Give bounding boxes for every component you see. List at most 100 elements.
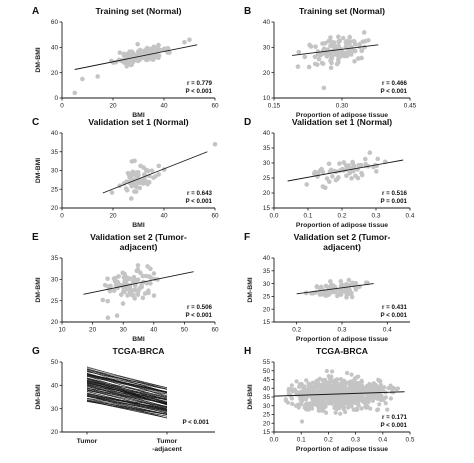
regression-line xyxy=(102,151,208,194)
data-point xyxy=(333,410,338,415)
panel-letter: B xyxy=(244,6,251,17)
data-point xyxy=(128,196,134,201)
data-point xyxy=(367,386,373,391)
x-tick-label: 0.2 xyxy=(292,327,301,334)
data-point xyxy=(117,50,123,55)
data-point xyxy=(125,60,131,66)
data-point xyxy=(324,368,329,374)
x-tick-label: 0 xyxy=(60,213,64,220)
panel-title: adjacent) xyxy=(120,242,158,252)
data-point xyxy=(381,397,386,402)
data-point xyxy=(347,170,352,176)
data-point xyxy=(312,400,318,405)
data-point xyxy=(151,293,157,298)
y-tick-label: 25 xyxy=(51,186,59,193)
y-tick-label: 25 xyxy=(263,294,271,301)
data-point xyxy=(132,189,137,194)
panel-title: TCGA-BRCA xyxy=(316,346,368,356)
data-point xyxy=(145,288,151,293)
data-point xyxy=(322,41,328,46)
data-point xyxy=(324,386,330,392)
data-point xyxy=(288,387,293,392)
data-point xyxy=(305,393,311,398)
data-point xyxy=(323,283,329,289)
data-point xyxy=(314,381,319,386)
data-point xyxy=(151,175,156,181)
p-value: P < 0.001 xyxy=(182,419,209,426)
data-point xyxy=(332,404,337,410)
data-point xyxy=(346,277,352,283)
regression-line xyxy=(273,391,405,397)
data-point xyxy=(297,394,302,399)
x-tick-label: 0.1 xyxy=(304,213,313,220)
data-point xyxy=(344,292,350,298)
pair-line xyxy=(86,388,168,408)
data-point xyxy=(145,48,150,54)
y-tick-label: 40 xyxy=(51,383,59,390)
data-point xyxy=(361,394,366,399)
p-value: P < 0.001 xyxy=(185,88,212,95)
x-axis-label: Proportion of adipose tissue xyxy=(296,446,388,453)
y-tick-label: 0 xyxy=(54,95,58,102)
y-tick-label: 50 xyxy=(51,359,59,366)
data-point xyxy=(295,64,301,69)
data-point xyxy=(145,264,150,269)
data-point xyxy=(359,48,365,54)
data-point xyxy=(359,406,364,411)
panel-letter: D xyxy=(244,117,251,128)
data-point xyxy=(212,141,218,147)
data-point xyxy=(383,401,388,406)
x-axis-label: Proportion of adipose tissue xyxy=(296,336,388,343)
regression-line xyxy=(292,44,379,56)
data-point xyxy=(377,402,382,407)
data-point xyxy=(156,163,162,169)
data-point xyxy=(137,185,143,191)
data-point xyxy=(331,40,337,45)
panel-letter: F xyxy=(244,232,250,243)
x-tick-label: 0.4 xyxy=(383,327,392,334)
x-tick-label: 0.45 xyxy=(404,103,417,110)
data-point xyxy=(352,400,358,405)
data-point xyxy=(312,169,318,175)
data-point xyxy=(332,284,338,290)
data-point xyxy=(366,399,371,405)
y-tick-label: 30 xyxy=(263,160,271,167)
data-point xyxy=(326,292,331,298)
y-tick-label: 45 xyxy=(263,377,271,384)
data-point xyxy=(140,181,146,186)
data-point xyxy=(302,384,307,389)
r-value: r = 0.466 xyxy=(382,80,408,87)
data-point xyxy=(338,411,343,416)
data-point xyxy=(323,377,328,382)
data-point xyxy=(319,382,325,387)
pair-line xyxy=(86,384,168,410)
data-point xyxy=(352,58,357,64)
data-point xyxy=(154,54,160,59)
data-point xyxy=(364,387,369,392)
x-tick-label: 0.15 xyxy=(268,103,281,110)
r-value: r = 0.779 xyxy=(187,80,213,87)
y-tick-label: 55 xyxy=(263,359,271,366)
y-tick-label: 35 xyxy=(51,255,59,262)
data-point xyxy=(148,275,154,281)
data-point xyxy=(365,394,371,399)
data-point xyxy=(298,402,303,407)
panel-letter: C xyxy=(32,117,39,128)
x-tick-label: 0.4 xyxy=(406,213,415,220)
data-point xyxy=(348,402,353,407)
data-point xyxy=(129,159,135,164)
x-tick-label: 0.2 xyxy=(324,437,333,444)
data-point xyxy=(344,173,349,179)
data-point xyxy=(140,273,146,279)
data-point xyxy=(347,393,352,398)
data-point xyxy=(328,35,333,40)
data-point xyxy=(143,273,149,279)
data-point xyxy=(330,174,335,179)
data-point xyxy=(318,284,324,290)
data-point xyxy=(349,372,354,377)
data-point xyxy=(318,396,324,401)
data-point xyxy=(137,47,143,53)
x-tick-label: 20 xyxy=(89,327,97,334)
data-point xyxy=(294,379,299,384)
